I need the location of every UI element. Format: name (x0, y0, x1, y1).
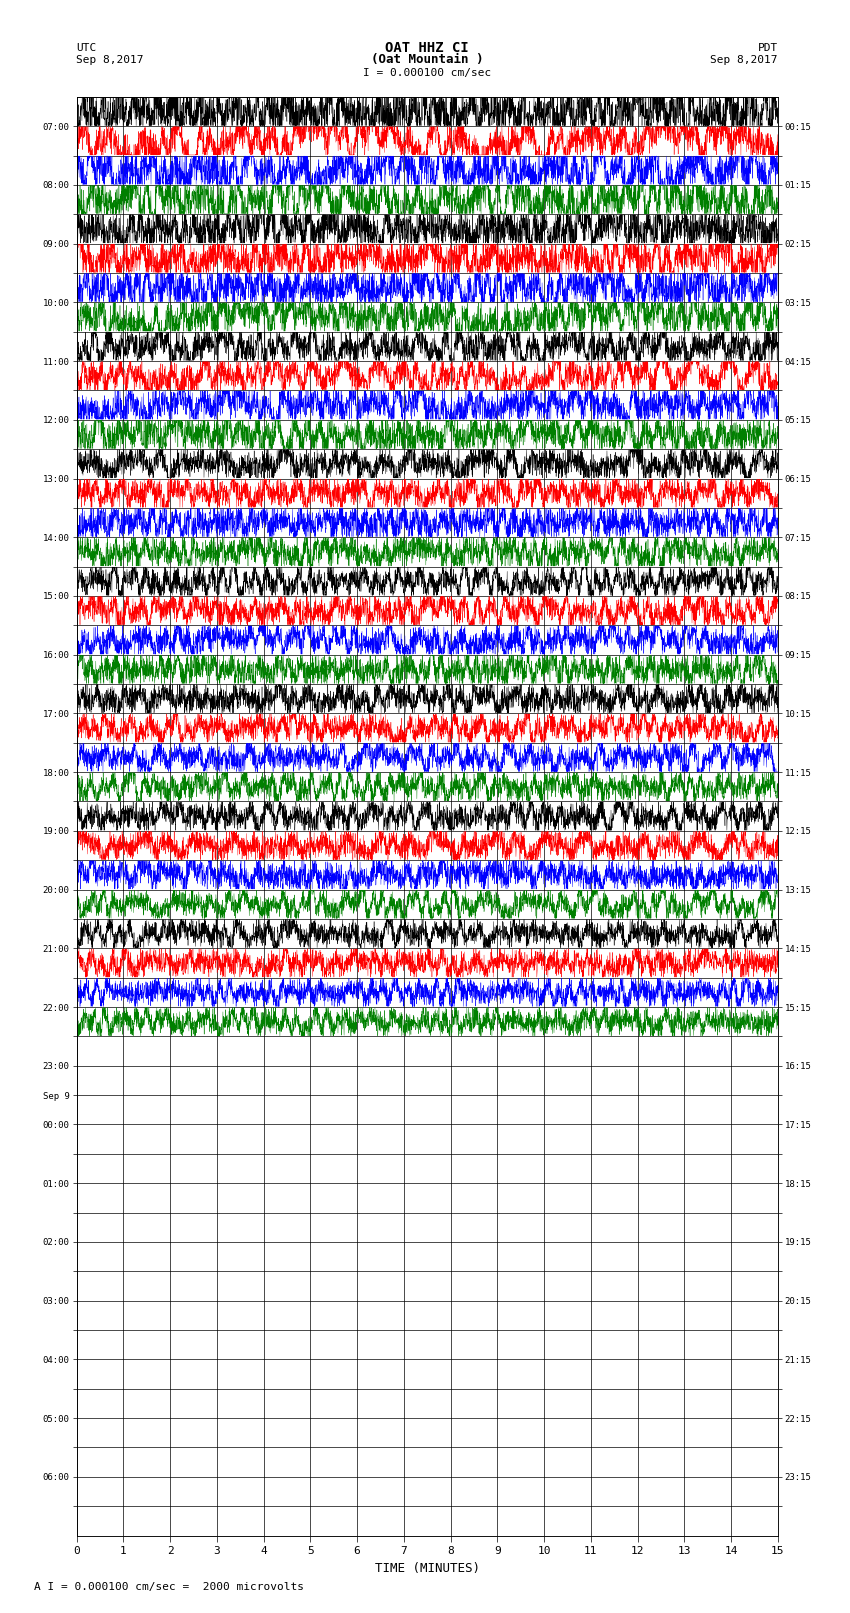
Text: UTC: UTC (76, 42, 97, 53)
Text: A I = 0.000100 cm/sec =  2000 microvolts: A I = 0.000100 cm/sec = 2000 microvolts (34, 1582, 304, 1592)
Text: (Oat Mountain ): (Oat Mountain ) (371, 53, 484, 66)
X-axis label: TIME (MINUTES): TIME (MINUTES) (375, 1561, 479, 1574)
Text: Sep 8,2017: Sep 8,2017 (76, 55, 144, 65)
Text: I = 0.000100 cm/sec: I = 0.000100 cm/sec (363, 68, 491, 77)
Text: PDT: PDT (757, 42, 778, 53)
Text: OAT HHZ CI: OAT HHZ CI (385, 40, 469, 55)
Text: Sep 8,2017: Sep 8,2017 (711, 55, 778, 65)
